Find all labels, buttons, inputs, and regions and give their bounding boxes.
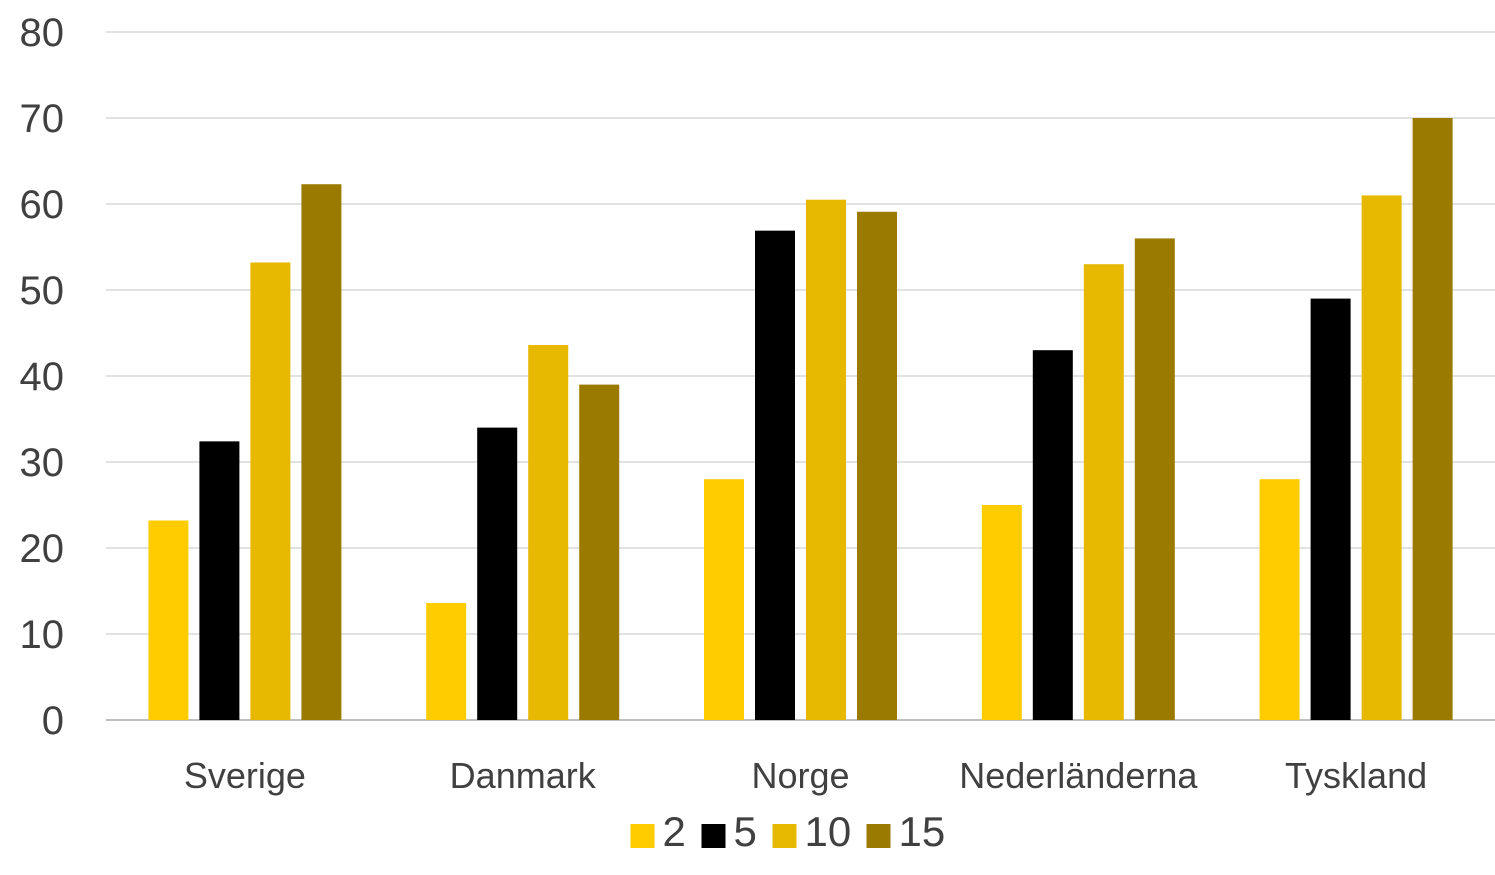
legend: 2 5 10 15: [630, 808, 946, 855]
x-category-label: Norge: [751, 755, 849, 796]
x-category-label: Tyskland: [1285, 755, 1427, 796]
bar-danmark-series-10: [528, 345, 569, 720]
y-tick-label: 0: [42, 699, 64, 743]
bars: [148, 118, 1453, 721]
bar-norge-series-10: [806, 199, 846, 720]
bar-nederländerna-series-10: [1083, 264, 1124, 720]
bar-tyskland-series-15: [1412, 118, 1453, 720]
y-tick-label: 60: [20, 183, 65, 227]
bar-tyskland-series-2: [1259, 479, 1300, 720]
x-axis-category-labels: Sverige Danmark Norge Nederländerna Tyskland: [184, 755, 1427, 796]
bar-danmark-series-15: [579, 384, 620, 720]
bar-sverige-series-15: [301, 184, 342, 721]
y-tick-label: 40: [20, 355, 65, 399]
bar-tyskland-series-5: [1310, 298, 1351, 720]
bar-norge-series-5: [755, 230, 795, 720]
legend-item-2: 2: [630, 808, 686, 855]
x-category-label: Sverige: [184, 755, 306, 796]
legend-label: 2: [663, 808, 686, 855]
y-tick-label: 70: [20, 97, 65, 141]
bar-nederländerna-series-5: [1032, 350, 1073, 720]
x-category-label: Danmark: [450, 755, 597, 796]
x-category-label: Nederländerna: [959, 755, 1198, 796]
bar-sverige-series-2: [148, 520, 189, 720]
legend-swatch: [866, 824, 891, 848]
bar-danmark-series-5: [477, 427, 518, 720]
legend-swatch: [772, 824, 797, 848]
legend-item-10: 10: [772, 808, 852, 855]
y-axis-tick-labels: 0 10 20 30 40 50 60 70 80: [20, 11, 65, 743]
legend-label: 5: [734, 808, 757, 855]
legend-item-5: 5: [701, 808, 757, 855]
y-tick-label: 20: [20, 527, 65, 571]
y-tick-label: 50: [20, 269, 65, 313]
y-tick-label: 10: [20, 613, 65, 657]
bar-sverige-series-10: [250, 262, 291, 720]
legend-item-15: 15: [866, 808, 946, 855]
bar-tyskland-series-10: [1361, 195, 1402, 720]
legend-label: 10: [805, 808, 852, 855]
bar-norge-series-2: [704, 479, 744, 720]
bar-norge-series-15: [857, 211, 897, 721]
y-tick-label: 30: [20, 441, 65, 485]
bar-nederländerna-series-15: [1134, 238, 1175, 720]
legend-label: 15: [899, 808, 946, 855]
legend-swatch: [630, 824, 655, 848]
legend-swatch: [701, 824, 726, 848]
bar-danmark-series-2: [426, 603, 467, 720]
bar-nederländerna-series-2: [981, 505, 1022, 720]
y-tick-label: 80: [20, 11, 65, 55]
bar-sverige-series-5: [199, 441, 240, 720]
